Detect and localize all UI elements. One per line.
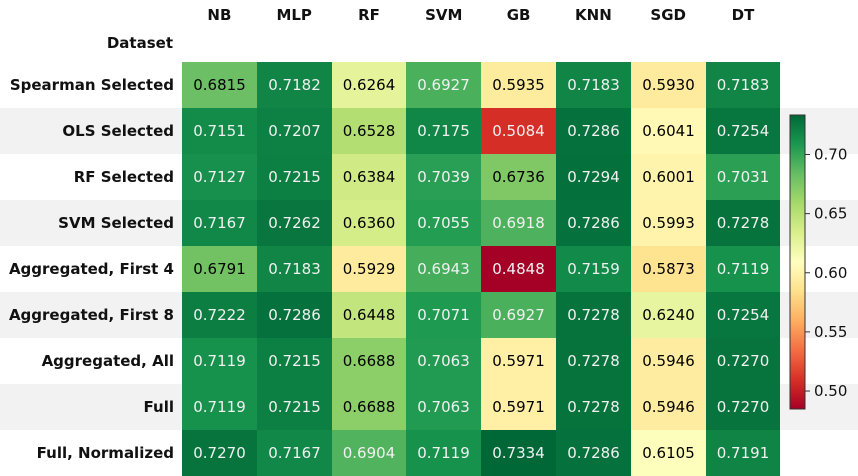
column-header: RF bbox=[358, 6, 380, 24]
row-label: Aggregated, First 8 bbox=[8, 306, 174, 324]
heatmap-cell: 0.7031 bbox=[706, 154, 780, 200]
heatmap-cell: 0.5930 bbox=[631, 62, 706, 108]
row-label: Aggregated, All bbox=[41, 352, 174, 370]
heatmap-cell: 0.7215 bbox=[257, 338, 332, 384]
heatmap-cell: 0.7262 bbox=[257, 200, 332, 246]
heatmap-cell: 0.7294 bbox=[556, 154, 631, 200]
heatmap-cell: 0.7222 bbox=[182, 292, 257, 338]
heatmap-cell: 0.7055 bbox=[406, 200, 481, 246]
heatmap-cell: 0.7270 bbox=[706, 384, 780, 430]
column-header: NB bbox=[207, 6, 232, 24]
row-label: RF Selected bbox=[73, 168, 174, 186]
heatmap-cell: 0.6688 bbox=[332, 384, 406, 430]
column-header: MLP bbox=[276, 6, 312, 24]
heatmap-cell: 0.7278 bbox=[556, 292, 631, 338]
heatmap-cell: 0.7175 bbox=[406, 108, 481, 154]
heatmap-cell: 0.7334 bbox=[481, 430, 556, 476]
heatmap-cell: 0.7270 bbox=[706, 338, 780, 384]
heatmap-cell: 0.4848 bbox=[481, 246, 556, 292]
heatmap-cell: 0.7151 bbox=[182, 108, 257, 154]
heatmap-cell: 0.7063 bbox=[406, 384, 481, 430]
heatmap-cell: 0.6384 bbox=[332, 154, 406, 200]
heatmap-cell: 0.6240 bbox=[631, 292, 706, 338]
heatmap-cell: 0.7071 bbox=[406, 292, 481, 338]
heatmap-cell: 0.7215 bbox=[257, 384, 332, 430]
heatmap-cell: 0.6791 bbox=[182, 246, 257, 292]
heatmap-cell: 0.5929 bbox=[332, 246, 406, 292]
heatmap-cell: 0.5971 bbox=[481, 338, 556, 384]
column-header: KNN bbox=[575, 6, 612, 24]
heatmap-cell: 0.7254 bbox=[706, 292, 780, 338]
heatmap-cell: 0.7063 bbox=[406, 338, 481, 384]
heatmap-cell: 0.7183 bbox=[706, 62, 780, 108]
heatmap-cell: 0.7159 bbox=[556, 246, 631, 292]
heatmap-cell: 0.5084 bbox=[481, 108, 556, 154]
heatmap-cell: 0.6360 bbox=[332, 200, 406, 246]
column-header: DT bbox=[731, 6, 755, 24]
heatmap-table: NB MLP RF SVM GB KNN SGD DT Dataset Spearman Se… bbox=[0, 6, 858, 476]
row-label: Aggregated, First 4 bbox=[8, 260, 174, 278]
heatmap-cell: 0.5946 bbox=[631, 384, 706, 430]
heatmap-cell: 0.6815 bbox=[182, 62, 257, 108]
heatmap-cell: 0.6688 bbox=[332, 338, 406, 384]
heatmap-cell: 0.5971 bbox=[481, 384, 556, 430]
colorbar-tick-label: 0.60 bbox=[814, 264, 847, 282]
heatmap-cell: 0.7286 bbox=[556, 430, 631, 476]
heatmap-cell: 0.6041 bbox=[631, 108, 706, 154]
row-label: OLS Selected bbox=[62, 122, 174, 140]
index-header: Dataset bbox=[106, 34, 173, 52]
heatmap-cell: 0.7119 bbox=[182, 338, 257, 384]
heatmap-cell: 0.7215 bbox=[257, 154, 332, 200]
heatmap-cell: 0.7167 bbox=[182, 200, 257, 246]
heatmap-cell: 0.5873 bbox=[631, 246, 706, 292]
heatmap-cell: 0.7207 bbox=[257, 108, 332, 154]
heatmap-cell: 0.6927 bbox=[406, 62, 481, 108]
colorbar-gradient bbox=[789, 114, 806, 410]
row-label: SVM Selected bbox=[58, 214, 174, 232]
heatmap-cell: 0.7182 bbox=[257, 62, 332, 108]
heatmap-cell: 0.7286 bbox=[556, 200, 631, 246]
heatmap-cell: 0.7286 bbox=[556, 108, 631, 154]
heatmap-cell: 0.7119 bbox=[182, 384, 257, 430]
heatmap-cell: 0.7183 bbox=[556, 62, 631, 108]
heatmap-cell: 0.6927 bbox=[481, 292, 556, 338]
column-header: GB bbox=[506, 6, 531, 24]
heatmap-cell: 0.5993 bbox=[631, 200, 706, 246]
heatmap-cell: 0.7127 bbox=[182, 154, 257, 200]
row-label: Full bbox=[143, 398, 174, 416]
heatmap-cell: 0.6001 bbox=[631, 154, 706, 200]
heatmap-cell: 0.7270 bbox=[182, 430, 257, 476]
heatmap-cell: 0.6904 bbox=[332, 430, 406, 476]
heatmap-cell: 0.7039 bbox=[406, 154, 481, 200]
heatmap-cell: 0.6528 bbox=[332, 108, 406, 154]
heatmap-cell: 0.7278 bbox=[556, 338, 631, 384]
row-label: Full, Normalized bbox=[36, 444, 174, 462]
heatmap-cell: 0.6105 bbox=[631, 430, 706, 476]
heatmap-cell: 0.7254 bbox=[706, 108, 780, 154]
heatmap-cell: 0.7191 bbox=[706, 430, 780, 476]
heatmap-cell: 0.7183 bbox=[257, 246, 332, 292]
heatmap-cell: 0.6736 bbox=[481, 154, 556, 200]
heatmap-cell: 0.6448 bbox=[332, 292, 406, 338]
heatmap-cell: 0.6264 bbox=[332, 62, 406, 108]
heatmap-cell: 0.7119 bbox=[706, 246, 780, 292]
heatmap-cell: 0.5935 bbox=[481, 62, 556, 108]
heatmap-cell: 0.7119 bbox=[406, 430, 481, 476]
column-header: SGD bbox=[650, 6, 686, 24]
heatmap-cell: 0.6943 bbox=[406, 246, 481, 292]
heatmap-cell: 0.7167 bbox=[257, 430, 332, 476]
column-header: SVM bbox=[425, 6, 463, 24]
colorbar-ticks: 0.500.550.600.650.70 bbox=[805, 145, 847, 400]
heatmap-cell: 0.7278 bbox=[556, 384, 631, 430]
heatmap-cell: 0.6918 bbox=[481, 200, 556, 246]
heatmap-cell: 0.7278 bbox=[706, 200, 780, 246]
heatmap-cell: 0.5946 bbox=[631, 338, 706, 384]
row-label: Spearman Selected bbox=[9, 76, 174, 94]
heatmap-cell: 0.7286 bbox=[257, 292, 332, 338]
